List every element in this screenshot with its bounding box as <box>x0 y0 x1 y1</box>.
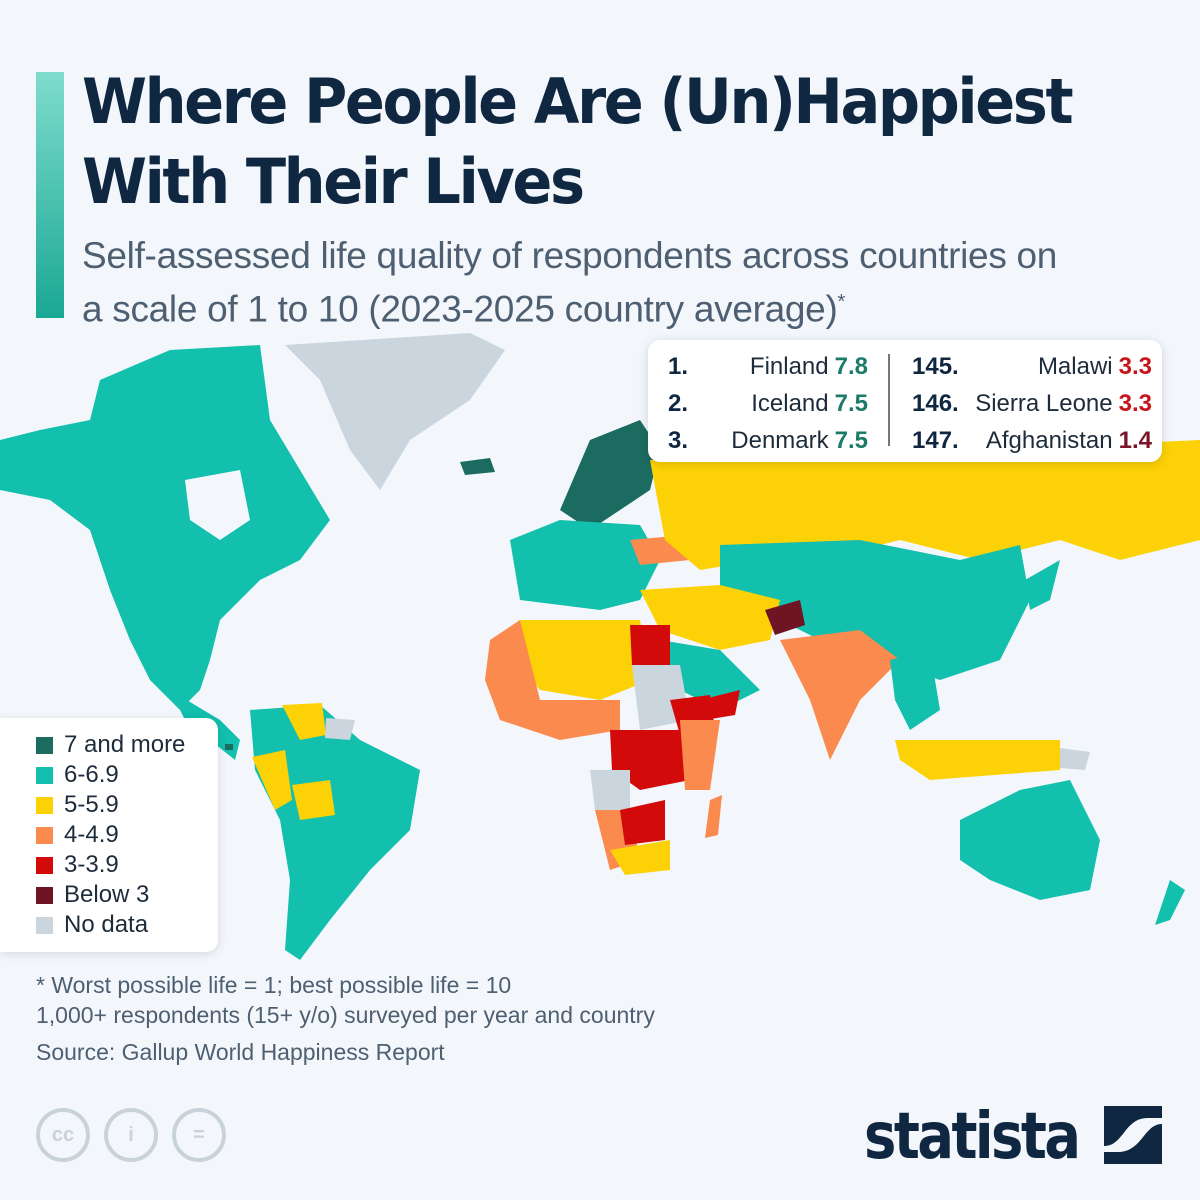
north-america <box>0 345 330 710</box>
subtitle-line-1: Self-assessed life quality of respondent… <box>82 235 1058 276</box>
bolivia <box>292 780 335 820</box>
europe <box>510 520 660 610</box>
papua-new-guinea <box>1060 748 1090 770</box>
brand-wordmark: statista <box>864 1100 1081 1174</box>
statista-logo-icon <box>1104 1106 1162 1164</box>
botswana-zimbabwe <box>620 800 665 845</box>
rank-row: 3. Denmark 7.5 <box>668 427 868 454</box>
rank-row: 146. Sierra Leone 3.3 <box>912 390 1152 417</box>
afghanistan <box>765 600 805 635</box>
subtitle: Self-assessed life quality of respondent… <box>82 232 1192 332</box>
creative-commons-icon[interactable]: cc <box>36 1108 90 1162</box>
legend-swatch <box>36 736 53 754</box>
rank-row: 145. Malawi 3.3 <box>912 353 1152 380</box>
rank-row: 1. Finland 7.8 <box>668 353 868 380</box>
scandinavia <box>560 420 660 530</box>
legend-item: 5-5.9 <box>36 790 119 820</box>
rankings-box: 1. Finland 7.8 2. Iceland 7.5 3. Denmark 7.5 1… <box>648 340 1162 462</box>
rank-row: 147. Afghanistan 1.4 <box>912 427 1152 454</box>
japan <box>1025 560 1060 610</box>
legend-swatch <box>36 826 53 844</box>
costa-rica <box>225 744 233 750</box>
legend-item: Below 3 <box>36 880 149 910</box>
statista-logo[interactable]: statista <box>864 1100 1162 1174</box>
south-africa <box>610 840 670 875</box>
legend-item: 7 and more <box>36 730 185 760</box>
south-america <box>250 705 420 960</box>
legend-item: 4-4.9 <box>36 820 119 850</box>
attribution-icon[interactable]: i <box>104 1108 158 1162</box>
legend-swatch <box>36 766 53 784</box>
iceland <box>460 458 495 475</box>
page-title: Where People Are (Un)Happiest With Their… <box>82 62 1074 222</box>
source-text: Source: Gallup World Happiness Report <box>36 1039 445 1065</box>
legend-swatch <box>36 886 53 904</box>
russia <box>650 440 1200 570</box>
egypt <box>630 625 670 665</box>
east-africa <box>680 720 720 790</box>
venezuela <box>282 703 326 740</box>
madagascar <box>705 795 722 838</box>
subtitle-line-2: a scale of 1 to 10 (2023-2025 country av… <box>82 288 845 330</box>
indonesia <box>895 740 1060 780</box>
australia <box>960 780 1100 900</box>
southeast-asia <box>890 650 940 730</box>
rank-row: 2. Iceland 7.5 <box>668 390 868 417</box>
peru <box>252 750 292 810</box>
kazakhstan-china <box>720 540 1030 680</box>
bottom-rankings: 145. Malawi 3.3 146. Sierra Leone 3.3 147. Af… <box>912 348 1152 459</box>
legend-item: 3-3.9 <box>36 850 119 880</box>
greenland <box>285 333 505 490</box>
footnotes: * Worst possible life = 1; best possible… <box>36 970 655 1030</box>
title-accent-bar <box>36 72 64 318</box>
title-line-1: Where People Are (Un)Happiest <box>82 65 1074 138</box>
world-map <box>0 333 1200 960</box>
legend-item: 6-6.9 <box>36 760 119 790</box>
legend-swatch <box>36 856 53 874</box>
angola <box>590 770 630 810</box>
rankings-divider <box>888 354 890 446</box>
title-line-2: With Their Lives <box>82 145 585 218</box>
top-rankings: 1. Finland 7.8 2. Iceland 7.5 3. Denmark 7.5 <box>668 348 868 459</box>
no-derivatives-icon[interactable]: = <box>172 1108 226 1162</box>
license-icons: cc i = <box>36 1108 226 1162</box>
africa-north <box>515 620 650 700</box>
legend-swatch <box>36 796 53 814</box>
guianas <box>325 718 355 740</box>
footnote-scale: * Worst possible life = 1; best possible… <box>36 972 512 998</box>
india <box>780 630 900 760</box>
legend-swatch <box>36 916 53 934</box>
west-africa <box>485 620 620 740</box>
map-legend: 7 and more 6-6.9 5-5.9 4-4.9 3-3.9 Below… <box>0 718 218 952</box>
legend-item: No data <box>36 910 148 940</box>
turkey-iran <box>640 585 780 650</box>
new-zealand <box>1155 880 1185 925</box>
hudson-bay <box>185 470 250 540</box>
footnote-respondents: 1,000+ respondents (15+ y/o) surveyed pe… <box>36 1002 655 1028</box>
